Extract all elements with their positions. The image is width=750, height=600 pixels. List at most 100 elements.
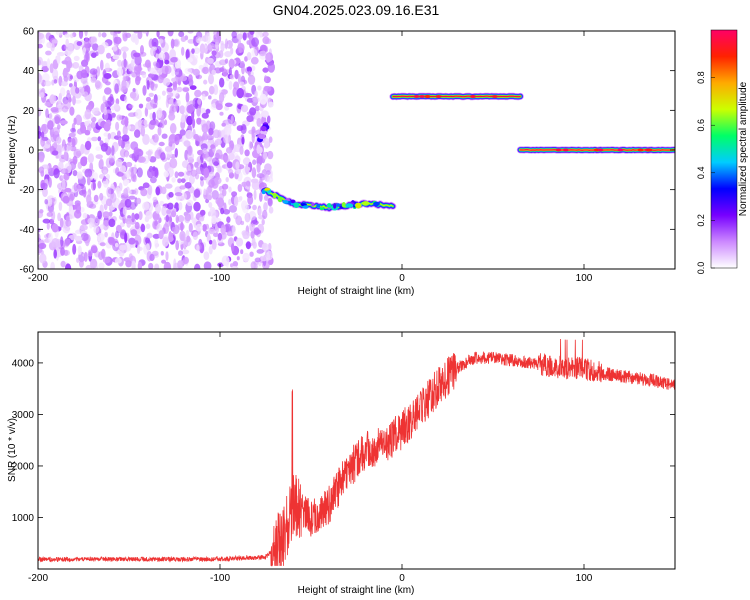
colorbar-tick-label: 0.8 bbox=[696, 71, 706, 84]
spectrogram-noise-cell bbox=[186, 199, 194, 207]
spectrogram-noise-cell bbox=[250, 178, 259, 184]
spectrogram-noise-cell bbox=[176, 86, 183, 93]
spectrogram-noise-cell bbox=[226, 231, 235, 237]
spectrogram-noise-cell bbox=[84, 140, 92, 151]
spectrogram-noise-cell bbox=[259, 50, 267, 57]
spectrogram-noise-cell bbox=[108, 218, 116, 228]
spectrogram-noise-cell bbox=[65, 215, 70, 222]
spectrogram-track-peak bbox=[617, 148, 624, 152]
spectrogram-noise-cell bbox=[98, 251, 105, 261]
spectrogram-noise-cell bbox=[199, 209, 206, 216]
spectrogram-noise-cell bbox=[98, 31, 102, 38]
spectrogram-noise-cell bbox=[115, 167, 120, 176]
spectrogram-noise-cell bbox=[47, 162, 52, 172]
spectrogram-noise-cell bbox=[246, 115, 254, 123]
spectrogram-noise-cell bbox=[201, 123, 209, 134]
spectrogram-noise-cell bbox=[124, 143, 131, 151]
spectrogram-noise-cell bbox=[260, 255, 268, 262]
spectrogram-noise-cell bbox=[65, 38, 69, 48]
spectrogram-noise-cell bbox=[146, 79, 150, 90]
snr-x-axis: -200 -100 0 100 bbox=[28, 332, 593, 584]
spectrogram-noise-cell bbox=[152, 111, 156, 121]
spectrogram-noise-cell bbox=[220, 224, 227, 235]
spectrogram-noise-cell bbox=[202, 66, 209, 75]
spectrogram-noise-cell bbox=[253, 189, 257, 200]
colorbar-frame bbox=[710, 29, 738, 269]
spectrogram-noise-cell bbox=[111, 106, 115, 111]
spectrogram-noise-cell bbox=[38, 155, 45, 163]
spectrogram-noise-cell bbox=[251, 167, 257, 179]
spectrogram-noise-cell bbox=[94, 80, 101, 89]
spectrogram-noise-cell bbox=[268, 206, 274, 214]
spectrogram-noise-cell bbox=[259, 31, 263, 38]
spectrogram-noise-cell bbox=[38, 72, 42, 84]
spectrogram-noise-cell bbox=[252, 204, 257, 211]
spectrogram-noise-cell bbox=[51, 238, 60, 248]
spectrogram-noise-cell bbox=[237, 73, 241, 84]
spectrogram-noise-cell bbox=[67, 138, 72, 144]
spectrogram-noise-cell bbox=[80, 69, 88, 79]
spectrogram-noise-cell bbox=[226, 161, 233, 169]
spectrogram-noise-cell bbox=[46, 222, 50, 230]
spectrogram-noise-cell bbox=[73, 182, 79, 192]
spectrogram-noise-cell bbox=[123, 179, 130, 185]
spectrogram-noise-cell bbox=[138, 211, 143, 221]
spectrogram-noise-cell bbox=[57, 95, 62, 105]
spectrogram-noise-cell bbox=[224, 58, 229, 64]
spectrogram-noise-cell bbox=[38, 107, 42, 117]
spectrogram-noise-cell bbox=[156, 31, 160, 38]
spectrogram-noise-cell bbox=[165, 183, 173, 189]
spectrogram-noise-cell bbox=[221, 255, 230, 267]
spectrogram-track-blob bbox=[290, 199, 296, 204]
spectrogram-noise-cell bbox=[244, 166, 251, 172]
spectrogram-noise-cell bbox=[181, 46, 185, 56]
x-tick-label: 100 bbox=[576, 273, 593, 284]
spectrogram-noise-cell bbox=[169, 49, 177, 60]
spectrogram-noise-cell bbox=[145, 223, 151, 230]
spectrogram-noise-cell bbox=[70, 127, 76, 133]
spectrogram-noise-cell bbox=[169, 92, 174, 98]
spectrogram-noise-cell bbox=[104, 137, 110, 144]
spectrogram-noise-cell bbox=[38, 233, 41, 242]
snr-y-axis: 1000 2000 3000 4000 bbox=[12, 358, 675, 524]
spectrogram-noise-cell bbox=[261, 219, 265, 226]
spectrogram-noise-cell bbox=[228, 186, 232, 193]
spectrogram-noise-cell bbox=[203, 167, 210, 179]
spectrogram-noise-cell bbox=[99, 158, 104, 168]
spectrogram-noise-cell bbox=[114, 83, 119, 94]
spectrogram-noise-cell bbox=[64, 33, 71, 38]
spectrogram-noise-cell bbox=[51, 39, 59, 44]
spectrogram-noise-cell bbox=[134, 129, 141, 138]
spectrogram-noise-cell bbox=[47, 120, 54, 130]
spectrogram-noise-cell bbox=[66, 63, 71, 73]
spectrogram-noise-cell bbox=[99, 192, 104, 201]
spectrogram-noise-cell bbox=[236, 256, 240, 261]
spectrogram-noise-cell bbox=[186, 170, 193, 176]
spectrogram-noise-cell bbox=[102, 211, 110, 219]
spectrogram-noise-cell bbox=[195, 166, 204, 175]
spectrogram-noise-cell bbox=[213, 33, 221, 43]
spectrogram-noise-cell bbox=[113, 31, 122, 34]
spectrogram-noise-cell bbox=[84, 168, 93, 178]
spectrogram-noise-cell bbox=[145, 150, 153, 156]
spectrogram-noise-cell bbox=[200, 176, 204, 181]
spectrogram-noise-cell bbox=[135, 108, 143, 119]
spectrogram-noise-cell bbox=[149, 112, 154, 120]
spectrogram-noise-cell bbox=[169, 122, 177, 134]
spectrogram-noise-cell bbox=[148, 92, 154, 97]
spectrogram-noise-cell bbox=[216, 165, 223, 174]
spectrogram-noise-cell bbox=[61, 179, 66, 191]
spectrogram-noise-cell bbox=[63, 172, 70, 181]
spectrogram-noise-cell bbox=[262, 209, 268, 220]
spectrogram-noise-cell bbox=[184, 149, 189, 161]
spectrogram-noise-cell bbox=[128, 195, 136, 200]
spectrogram-noise-cell bbox=[143, 119, 148, 126]
spectrogram-noise-cell bbox=[240, 249, 244, 255]
spectrogram-noise-cell bbox=[214, 138, 222, 146]
spectrogram-noise-cell bbox=[194, 55, 199, 60]
spectrogram-noise-cell bbox=[56, 136, 62, 144]
spectrogram-noise-cell bbox=[214, 176, 222, 185]
spectrogram-noise-cell bbox=[144, 216, 150, 223]
spectrogram-noise-cell bbox=[164, 119, 168, 126]
spectrogram-noise-cell bbox=[51, 223, 59, 233]
